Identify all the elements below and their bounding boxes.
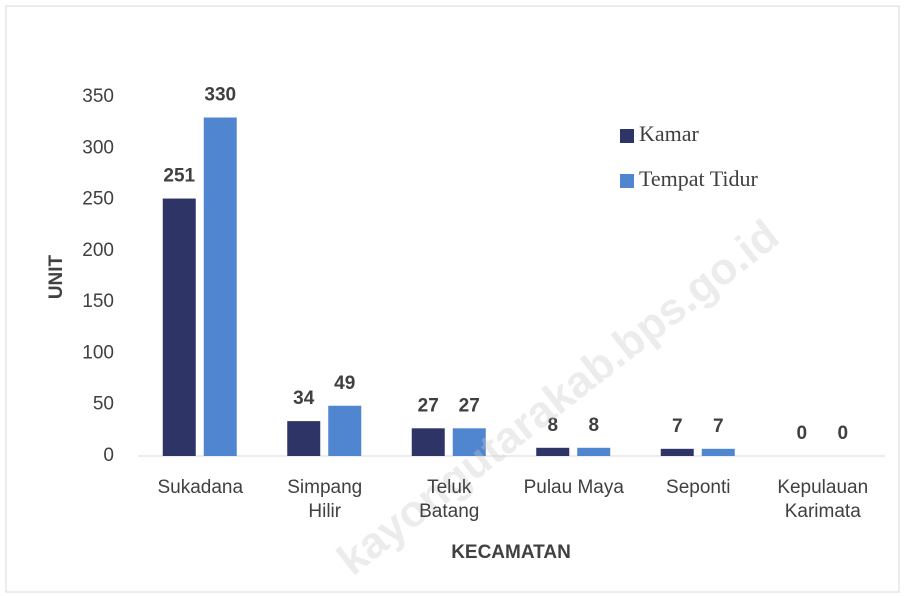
legend-swatch — [620, 129, 634, 143]
data-label: 251 — [163, 166, 195, 187]
x-tick-label: Teluk Batang — [419, 477, 480, 522]
data-label: 49 — [334, 373, 355, 394]
bar — [203, 117, 237, 456]
legend-label: Tempat Tidur — [639, 166, 759, 191]
data-label: 330 — [204, 85, 236, 106]
data-label: 0 — [796, 423, 807, 444]
data-label: 8 — [547, 415, 558, 436]
x-tick-label: Seponti — [666, 477, 731, 498]
y-tick-label: 100 — [82, 342, 114, 363]
bar — [701, 448, 735, 456]
legend-label: Kamar — [639, 121, 700, 146]
data-label: 27 — [459, 395, 480, 416]
y-tick-label: 150 — [82, 291, 114, 312]
x-axis-title: KECAMATAN — [451, 542, 571, 563]
data-label: 34 — [293, 388, 315, 409]
x-tick-label: Pulau Maya — [523, 477, 624, 498]
y-tick-label: 0 — [103, 445, 114, 466]
bar — [536, 447, 570, 456]
data-label: 27 — [418, 395, 439, 416]
y-tick-label: 50 — [93, 394, 114, 415]
bar — [660, 448, 694, 456]
data-label: 7 — [713, 416, 724, 437]
y-tick-label: 350 — [82, 86, 114, 107]
chart-border — [5, 5, 900, 593]
bar — [452, 428, 486, 456]
x-tick-label: Simpang Hilir — [287, 477, 363, 522]
bar — [162, 198, 196, 456]
bar — [411, 428, 445, 456]
y-tick-label: 200 — [82, 240, 114, 261]
data-label: 0 — [837, 423, 848, 444]
bar — [577, 447, 611, 456]
y-axis-title: UNIT — [46, 254, 67, 299]
data-label: 7 — [672, 416, 683, 437]
y-tick-label: 300 — [82, 137, 114, 158]
data-label: 8 — [588, 415, 599, 436]
bar — [287, 421, 321, 456]
x-tick-label: Sukadana — [157, 477, 244, 498]
bar — [328, 405, 362, 456]
y-tick-label: 250 — [82, 189, 114, 210]
x-tick-label: Kepulauan Karimata — [777, 477, 869, 522]
legend-swatch — [620, 174, 634, 188]
